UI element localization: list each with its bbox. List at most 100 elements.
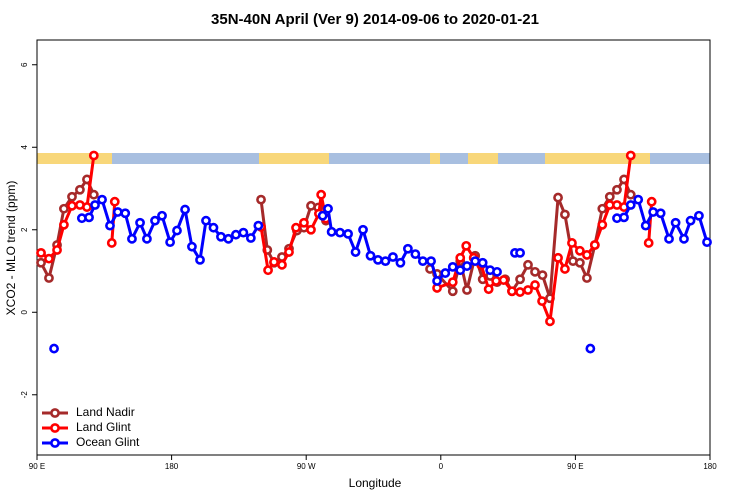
point: [59, 219, 69, 230]
point: [109, 196, 120, 207]
land-strip: [545, 153, 650, 164]
point: [269, 257, 279, 267]
point: [507, 286, 517, 297]
point: [90, 200, 100, 210]
plot-frame: [36, 39, 711, 456]
chart-title: 35N-40N April (Ver 9) 2014-09-06 to 2020…: [211, 11, 539, 28]
legend-label: Land Glint: [76, 420, 131, 434]
point: [679, 233, 689, 244]
point: [585, 343, 596, 354]
point: [633, 194, 644, 205]
point: [402, 243, 413, 254]
point: [150, 215, 160, 226]
point: [491, 276, 502, 286]
point: [263, 265, 273, 276]
point: [685, 215, 696, 226]
legend-label: Land Nadir: [76, 405, 135, 419]
point: [105, 220, 115, 231]
point: [604, 191, 615, 202]
point: [299, 217, 309, 228]
series-line: [81, 198, 709, 283]
point: [36, 247, 46, 258]
point: [477, 257, 488, 268]
point: [106, 238, 117, 248]
ocean-strip: [37, 153, 710, 164]
point: [664, 233, 674, 244]
point: [256, 194, 266, 205]
point: [277, 259, 287, 270]
point: [462, 261, 472, 271]
point: [208, 222, 219, 233]
point: [625, 150, 636, 161]
point: [410, 249, 421, 260]
point: [323, 203, 333, 214]
point: [670, 217, 681, 228]
point: [44, 253, 54, 264]
point: [84, 212, 94, 223]
point: [395, 257, 406, 268]
point: [245, 233, 256, 243]
point: [597, 219, 608, 230]
legend-marker: [50, 408, 60, 418]
x-tick-label: 90 E: [29, 462, 45, 471]
point: [223, 233, 234, 244]
point: [643, 238, 654, 248]
land-strip: [430, 153, 440, 164]
point: [625, 189, 636, 200]
point: [216, 231, 226, 242]
land-strip: [37, 153, 112, 164]
point: [553, 252, 563, 263]
x-axis-label: Longitude: [349, 476, 402, 490]
point: [523, 259, 533, 270]
point: [440, 268, 451, 278]
legend-label: Ocean Glint: [76, 435, 140, 449]
point: [648, 207, 659, 217]
point: [515, 247, 525, 258]
point: [97, 194, 107, 205]
point: [180, 204, 190, 215]
point: [157, 210, 167, 221]
y-tick-label: 0: [20, 309, 29, 314]
land-strip: [468, 153, 498, 164]
point: [462, 285, 472, 295]
point: [335, 227, 345, 238]
land-strip: [259, 153, 329, 164]
point: [612, 184, 622, 195]
point: [88, 150, 99, 161]
point: [52, 245, 62, 255]
point: [291, 222, 301, 233]
point: [343, 228, 353, 239]
point: [135, 217, 145, 228]
point: [537, 270, 548, 281]
y-axis-label: XCO2 - MLO trend (ppm): [4, 181, 18, 316]
x-tick-label: 0: [439, 462, 444, 471]
point: [373, 254, 383, 265]
point: [127, 233, 137, 244]
point: [523, 285, 533, 295]
point: [67, 191, 77, 202]
x-tick-label: 90 W: [297, 462, 316, 471]
point: [417, 256, 428, 267]
point: [44, 273, 54, 283]
surface-strip: [37, 153, 710, 164]
point: [470, 256, 481, 267]
point: [112, 207, 123, 217]
point: [447, 286, 458, 297]
point: [640, 220, 651, 231]
point: [625, 200, 636, 210]
point: [49, 343, 59, 354]
point: [201, 215, 211, 226]
point: [515, 274, 525, 285]
y-tick-label: 2: [20, 227, 29, 232]
point: [306, 224, 316, 235]
point: [388, 252, 398, 262]
point: [142, 233, 152, 244]
point: [492, 266, 502, 277]
point: [231, 229, 241, 240]
point: [515, 287, 525, 297]
point: [655, 208, 666, 219]
x-tick-label: 90 E: [567, 462, 583, 471]
point: [253, 220, 264, 231]
point: [187, 241, 197, 252]
